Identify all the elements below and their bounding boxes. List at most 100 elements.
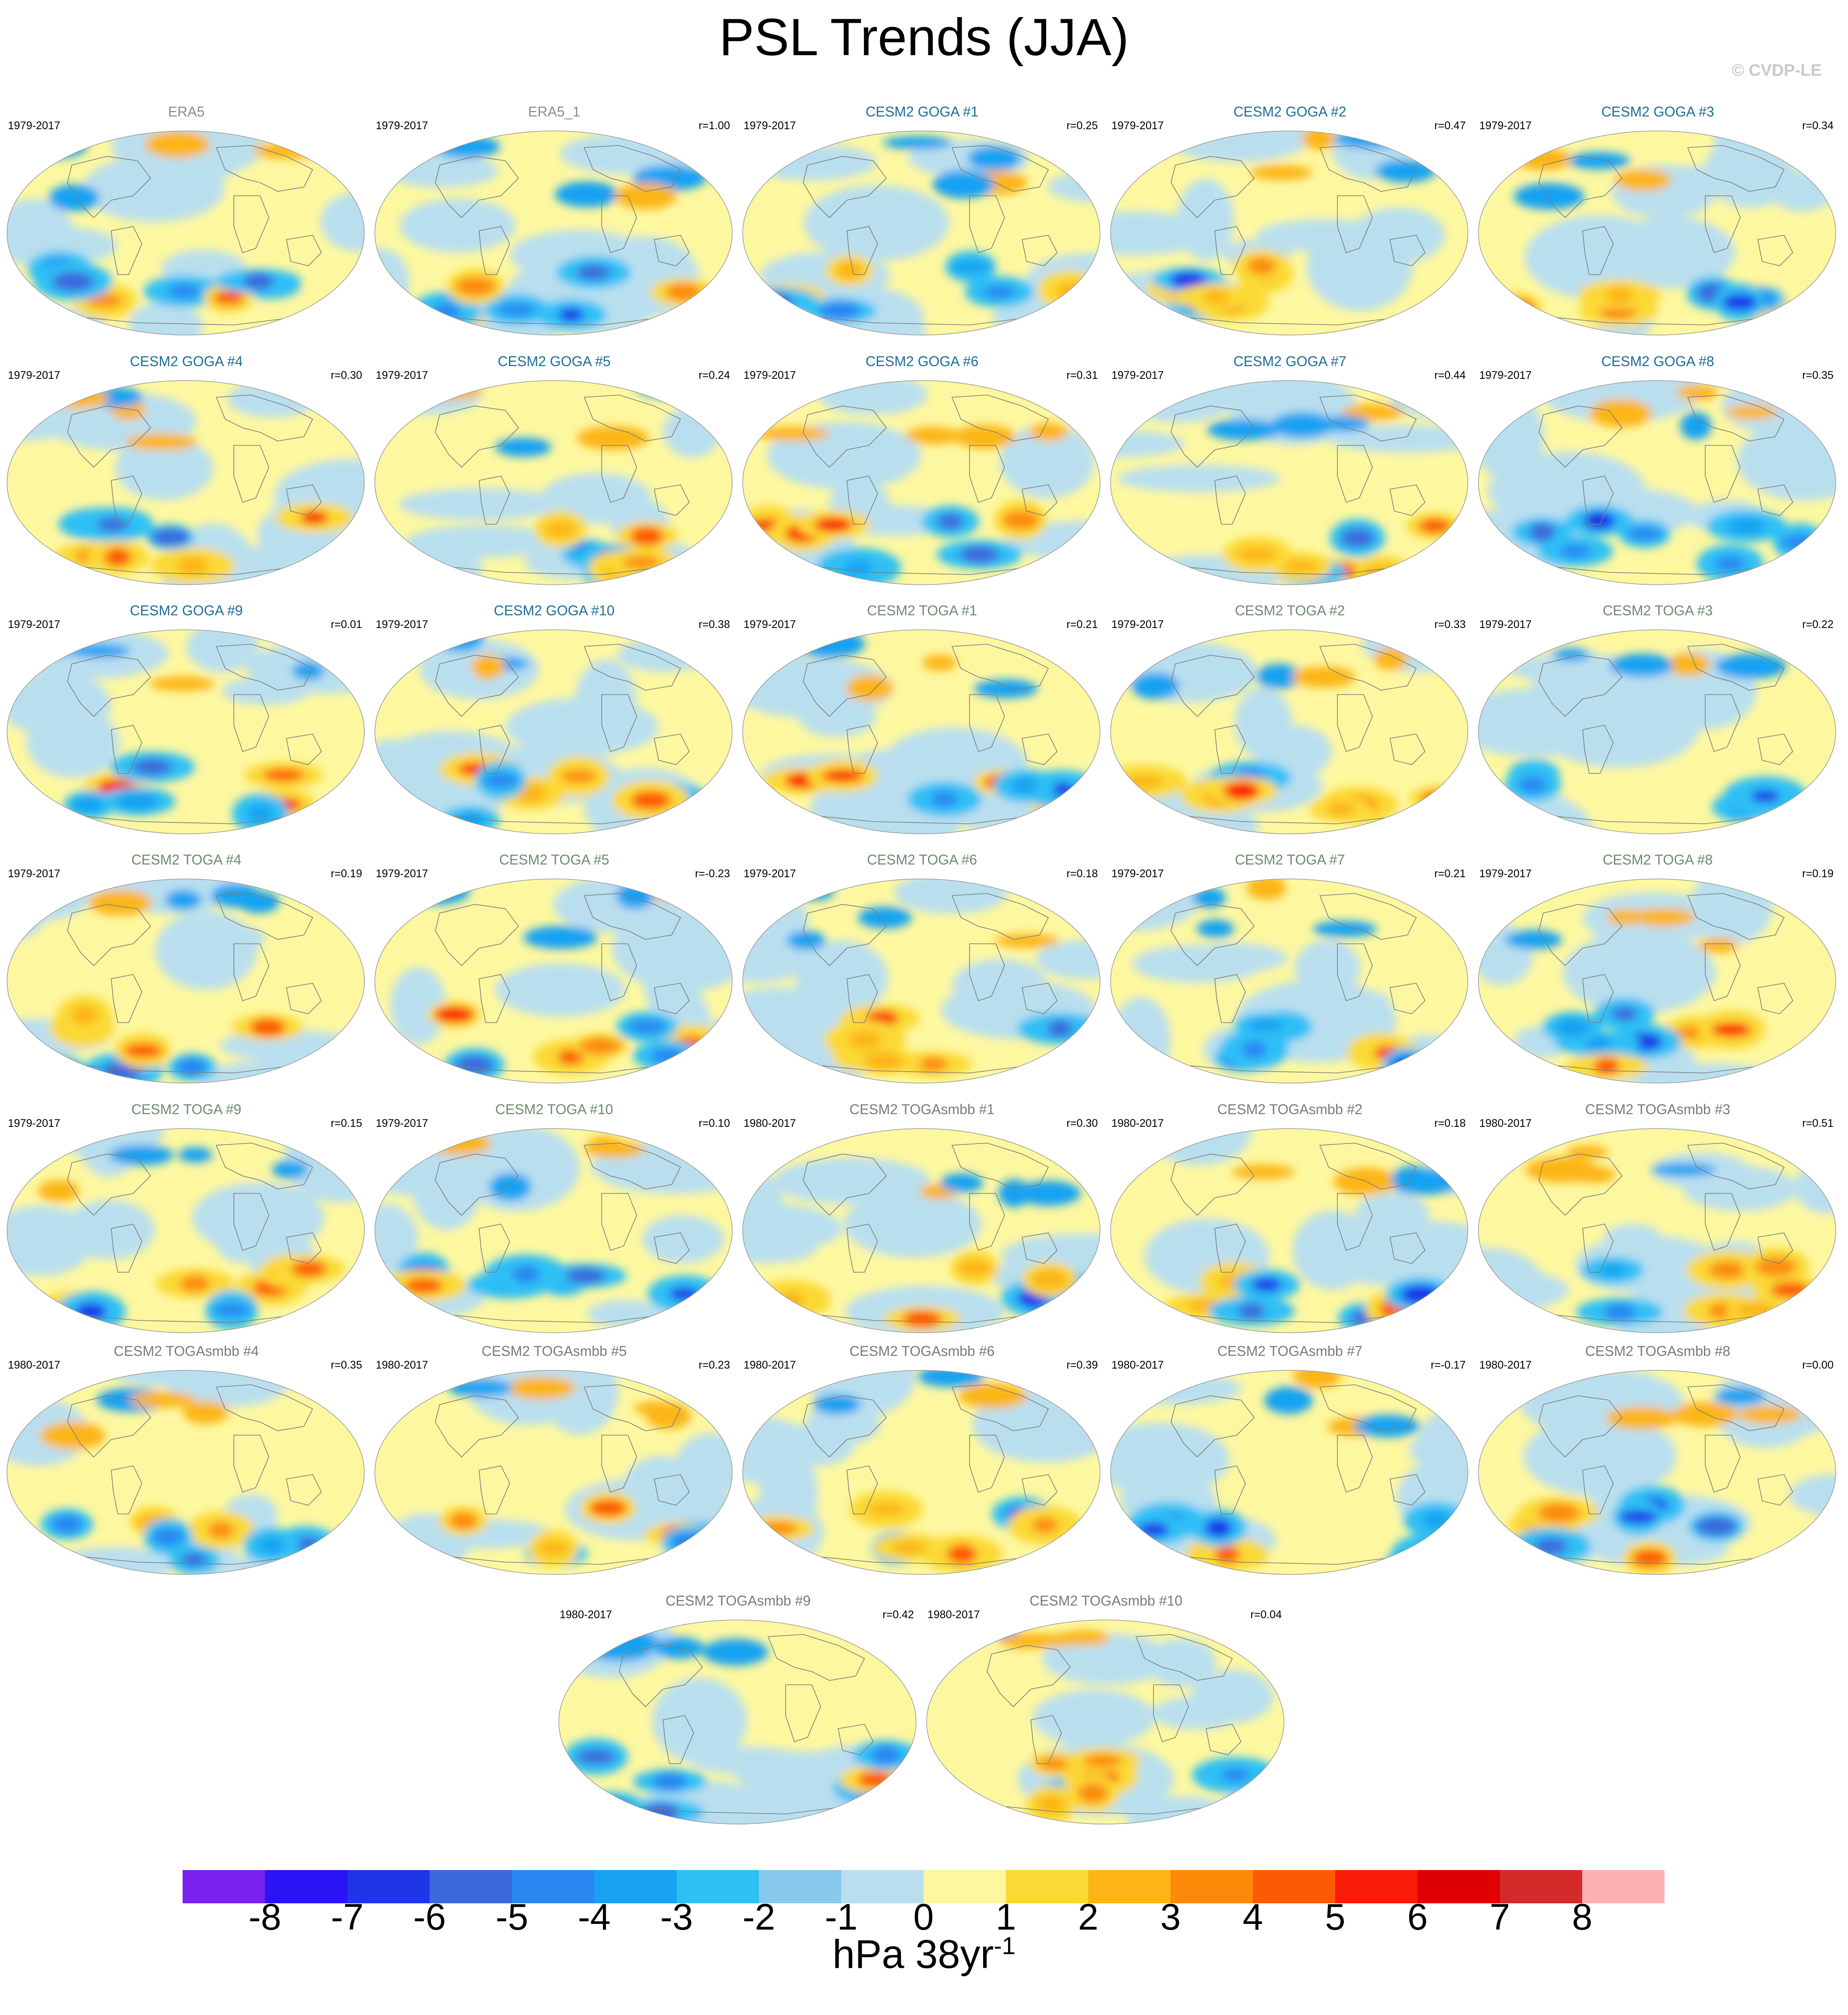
coastline bbox=[1022, 1474, 1058, 1506]
panel-title: ERA5_1 bbox=[528, 104, 581, 120]
coastline bbox=[601, 943, 637, 1002]
trend-map bbox=[1478, 1370, 1836, 1575]
anomaly-region bbox=[1036, 1370, 1100, 1396]
anomaly-core bbox=[1237, 547, 1278, 562]
coastline bbox=[583, 395, 681, 441]
coastline bbox=[215, 644, 314, 691]
map-border bbox=[7, 879, 365, 1083]
coastline bbox=[1022, 1232, 1058, 1264]
trend-map bbox=[742, 1128, 1100, 1333]
coastline bbox=[67, 406, 152, 468]
anomaly-region bbox=[495, 963, 625, 1017]
map-panel: CESM2 TOGA #2 1979-2017 r=0.33 bbox=[1107, 602, 1473, 838]
anomaly-core bbox=[152, 1528, 184, 1546]
anomaly-core bbox=[1223, 782, 1260, 800]
coastline bbox=[1214, 1465, 1246, 1514]
trend-map bbox=[374, 879, 733, 1083]
anomaly-region bbox=[1207, 419, 1282, 441]
colorbar-swatch bbox=[347, 1870, 430, 1903]
figure-title: PSL Trends (JJA) bbox=[719, 8, 1129, 67]
anomaly-core bbox=[168, 284, 201, 299]
map-border bbox=[7, 1128, 365, 1333]
coastline bbox=[286, 235, 322, 266]
coastline bbox=[479, 974, 510, 1023]
anomaly-core bbox=[1247, 1018, 1284, 1032]
anomaly-region bbox=[648, 880, 688, 901]
coastline bbox=[1538, 406, 1623, 468]
map-panel: CESM2 TOGA #4 1979-2017 r=0.19 bbox=[4, 851, 369, 1087]
anomaly-region bbox=[130, 1392, 195, 1408]
anomaly-region bbox=[1568, 152, 1630, 169]
anomaly-region bbox=[1118, 465, 1280, 492]
trend-map bbox=[7, 879, 365, 1083]
anomaly-core bbox=[871, 1745, 900, 1765]
coastline bbox=[803, 655, 887, 717]
coastline bbox=[1171, 904, 1255, 967]
anomaly-core bbox=[665, 283, 701, 301]
panel-correlation: r=0.35 bbox=[331, 1359, 362, 1371]
anomaly-region bbox=[1605, 675, 1682, 755]
panel-correlation: r=0.30 bbox=[331, 369, 362, 381]
anomaly-region bbox=[178, 1147, 212, 1163]
coastline bbox=[286, 1474, 322, 1506]
coastline bbox=[951, 644, 1049, 691]
panel-period: 1980-2017 bbox=[8, 1359, 60, 1371]
anomaly-core bbox=[243, 273, 274, 290]
coastline bbox=[1705, 1435, 1741, 1493]
panel-correlation: r=-0.17 bbox=[1431, 1359, 1466, 1371]
anomaly-core bbox=[208, 1522, 234, 1539]
anomaly-core bbox=[1051, 798, 1085, 813]
anomaly-region bbox=[1513, 183, 1584, 210]
coastline bbox=[1538, 1395, 1623, 1458]
coastline bbox=[654, 1232, 690, 1264]
coastline bbox=[803, 156, 887, 219]
anomaly-core bbox=[258, 1537, 285, 1553]
anomaly-region bbox=[1111, 630, 1151, 655]
panel-title: CESM2 GOGA #9 bbox=[130, 603, 243, 618]
anomaly-region bbox=[773, 1158, 930, 1205]
anomaly-core bbox=[1214, 1546, 1240, 1563]
coastline bbox=[838, 1724, 874, 1755]
trend-map bbox=[7, 380, 365, 585]
anomaly-region bbox=[292, 661, 324, 681]
coastline bbox=[435, 904, 519, 967]
coastline bbox=[654, 734, 690, 765]
anomaly-core bbox=[843, 560, 874, 575]
colorbar-swatch bbox=[1500, 1870, 1582, 1903]
coastline bbox=[1705, 694, 1741, 752]
trend-map bbox=[1478, 1128, 1836, 1333]
anomaly-region bbox=[237, 891, 280, 914]
anomaly-region bbox=[663, 406, 722, 458]
coastline bbox=[969, 1435, 1005, 1493]
anomaly-region bbox=[576, 426, 649, 450]
anomaly-region bbox=[406, 879, 470, 905]
panel-period: 1980-2017 bbox=[1479, 1117, 1532, 1129]
anomaly-core bbox=[213, 291, 244, 305]
anomaly-region bbox=[1609, 653, 1674, 677]
map-panel: CESM2 GOGA #4 1979-2017 r=0.30 bbox=[4, 353, 369, 589]
panel-period: 1979-2017 bbox=[1111, 618, 1164, 631]
anomaly-region bbox=[844, 1191, 982, 1258]
anomaly-region bbox=[813, 1394, 861, 1415]
anomaly-core bbox=[213, 1303, 250, 1317]
anomaly-region bbox=[1382, 1048, 1432, 1083]
coastline bbox=[233, 1193, 269, 1251]
map-panel: CESM2 TOGA #6 1979-2017 r=0.18 bbox=[739, 851, 1105, 1087]
trend-map bbox=[926, 1620, 1284, 1824]
panel-period: 1980-2017 bbox=[744, 1359, 796, 1371]
anomaly-core bbox=[97, 517, 128, 532]
trend-map bbox=[1110, 1128, 1468, 1333]
anomaly-core bbox=[1077, 1783, 1109, 1803]
coastline bbox=[233, 445, 269, 503]
anomaly-region bbox=[952, 959, 1047, 1012]
coastline bbox=[233, 1435, 269, 1493]
panel-title: CESM2 GOGA #3 bbox=[1601, 104, 1714, 120]
anomaly-region bbox=[1589, 399, 1652, 427]
coastline bbox=[233, 694, 269, 752]
anomaly-core bbox=[1727, 518, 1766, 535]
anomaly-core bbox=[576, 265, 611, 280]
anomaly-region bbox=[1111, 212, 1211, 255]
coastline bbox=[951, 395, 1049, 441]
trend-map bbox=[374, 380, 733, 585]
map-border bbox=[1478, 380, 1836, 585]
